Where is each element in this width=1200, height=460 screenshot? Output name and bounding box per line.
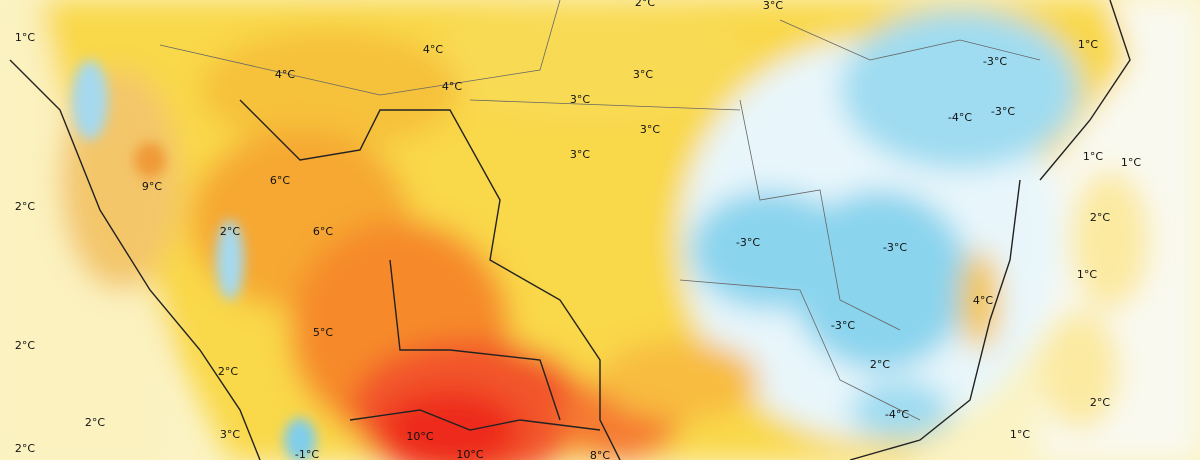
isotherm-label: 3°C bbox=[763, 0, 783, 12]
isotherm-label: 4°C bbox=[275, 68, 295, 81]
isotherm-label: -4°C bbox=[948, 111, 972, 124]
isotherm-label: 2°C bbox=[635, 0, 655, 9]
isotherm-label: 3°C bbox=[570, 93, 590, 106]
isotherm-label: 2°C bbox=[15, 339, 35, 352]
isotherm-label: 10°C bbox=[456, 448, 483, 460]
borders bbox=[9, 0, 1131, 460]
isotherm-label: -3°C bbox=[991, 105, 1015, 118]
isotherm-label: 3°C bbox=[220, 428, 240, 441]
isotherm-label: -3°C bbox=[736, 236, 760, 249]
isotherm-label: 4°C bbox=[973, 294, 993, 307]
andes-patches bbox=[72, 60, 316, 460]
isotherm-label: 6°C bbox=[270, 174, 290, 187]
isotherm-label: 2°C bbox=[1090, 396, 1110, 409]
isotherm-label: -3°C bbox=[883, 241, 907, 254]
isotherm-label: 4°C bbox=[423, 43, 443, 56]
isotherm-label: 5°C bbox=[313, 326, 333, 339]
isotherm-labels: 1°C 2°C 3°C 4°C 4°C 4°C 3°C 3°C 3°C 3°C -3°C -4°C -3… bbox=[15, 0, 1141, 460]
isotherm-label: -4°C bbox=[885, 408, 909, 421]
isotherm-label: 2°C bbox=[15, 442, 35, 455]
isotherm-label: -1°C bbox=[295, 448, 319, 460]
isotherm-label: 1°C bbox=[1010, 428, 1030, 441]
isotherm-label: 1°C bbox=[1077, 268, 1097, 281]
isotherm-label: 3°C bbox=[633, 68, 653, 81]
isotherm-label: 2°C bbox=[870, 358, 890, 371]
isotherm-label: 2°C bbox=[15, 200, 35, 213]
isotherm-label: -3°C bbox=[983, 55, 1007, 68]
isotherm-label: 9°C bbox=[142, 180, 162, 193]
isotherm-label: 2°C bbox=[85, 416, 105, 429]
isotherm-label: 4°C bbox=[442, 80, 462, 93]
isotherm-label: 1°C bbox=[1083, 150, 1103, 163]
isotherm-label: 1°C bbox=[1078, 38, 1098, 51]
isotherm-label: 8°C bbox=[590, 449, 610, 460]
isotherm-label: 2°C bbox=[1090, 211, 1110, 224]
isotherm-label: 3°C bbox=[640, 123, 660, 136]
isotherm-label: -3°C bbox=[831, 319, 855, 332]
isotherm-label: 1°C bbox=[15, 31, 35, 44]
isotherm-label: 2°C bbox=[218, 365, 238, 378]
isotherm-label: 2°C bbox=[220, 225, 240, 238]
isotherm-label: 1°C bbox=[1121, 156, 1141, 169]
state-lines bbox=[159, 0, 1041, 421]
isotherm-label: 3°C bbox=[570, 148, 590, 161]
isotherm-label: 6°C bbox=[313, 225, 333, 238]
isotherm-label: 10°C bbox=[406, 430, 433, 443]
